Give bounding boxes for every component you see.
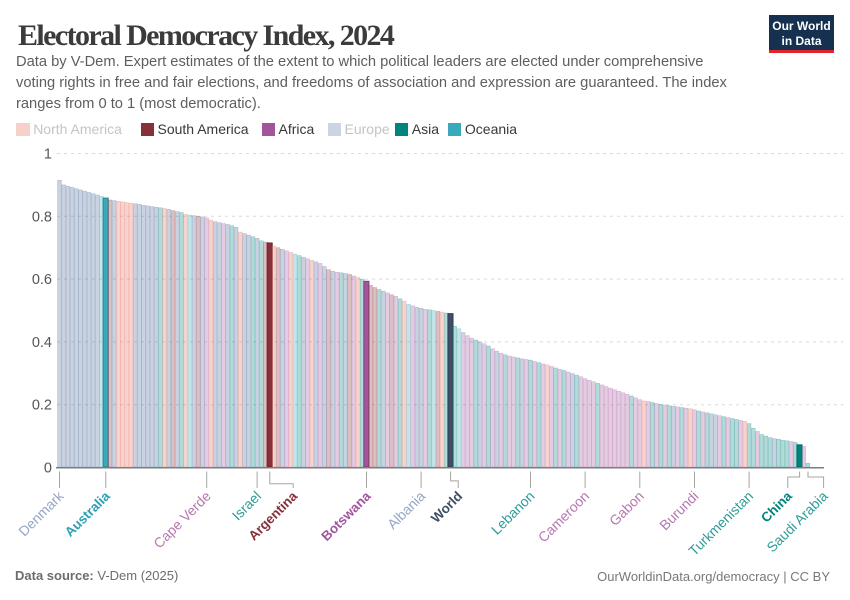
svg-text:0.2: 0.2 — [32, 398, 52, 414]
svg-text:Albania: Albania — [384, 488, 428, 532]
svg-text:Lebanon: Lebanon — [488, 488, 538, 538]
svg-text:Australia: Australia — [62, 488, 114, 540]
svg-text:0.8: 0.8 — [32, 209, 52, 225]
svg-text:Saudi Arabia: Saudi Arabia — [763, 488, 831, 556]
svg-text:1: 1 — [44, 147, 52, 163]
svg-text:World: World — [428, 489, 465, 526]
svg-text:0.4: 0.4 — [32, 335, 52, 351]
svg-text:0.6: 0.6 — [32, 272, 52, 288]
svg-text:Botswana: Botswana — [318, 488, 374, 544]
svg-text:Gabon: Gabon — [606, 488, 647, 529]
svg-text:Cape Verde: Cape Verde — [150, 488, 214, 552]
svg-text:Cameroon: Cameroon — [535, 488, 593, 546]
svg-text:0: 0 — [44, 461, 52, 477]
svg-text:Burundi: Burundi — [656, 488, 701, 533]
svg-text:Denmark: Denmark — [15, 487, 67, 539]
